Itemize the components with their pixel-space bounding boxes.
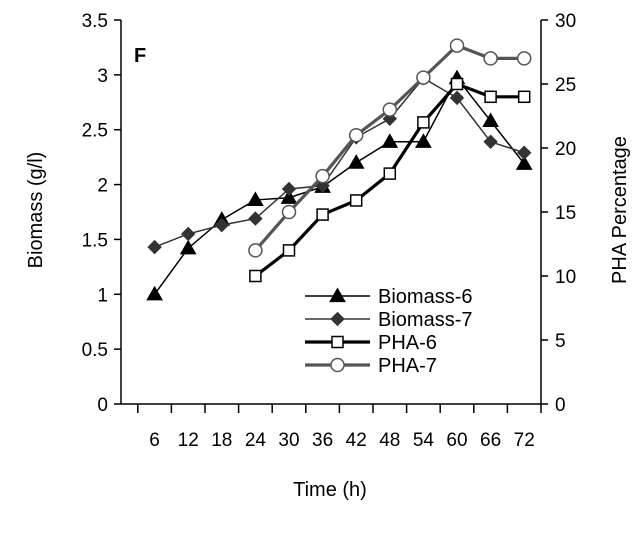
data-point-biomass-6 xyxy=(146,285,163,301)
data-point-biomass-6 xyxy=(347,154,365,169)
x-tick-label: 60 xyxy=(446,430,467,451)
y-right-tick-label: 15 xyxy=(555,203,576,224)
data-point-pha-6 xyxy=(450,77,464,91)
data-point-pha-7 xyxy=(248,243,263,258)
x-tick-label: 66 xyxy=(480,430,501,451)
data-point-biomass-6 xyxy=(247,191,264,207)
y-right-tick-label: 20 xyxy=(555,139,576,160)
data-point-biomass-7 xyxy=(449,90,465,106)
series-pha-7 xyxy=(248,38,532,258)
y-right-tick-label: 10 xyxy=(555,267,576,288)
x-tick-label: 72 xyxy=(514,430,535,451)
series-line-pha-7 xyxy=(254,43,525,252)
data-point-pha-6 xyxy=(316,208,329,221)
x-tick-label: 30 xyxy=(278,430,299,451)
legend-label-pha-7: PHA-7 xyxy=(378,355,437,377)
series-pha-6 xyxy=(249,77,531,283)
x-tick-label: 36 xyxy=(312,430,333,451)
legend-marker-pha-6 xyxy=(331,335,344,349)
panel-label: F xyxy=(134,45,146,67)
data-point-biomass-7 xyxy=(248,211,263,226)
x-tick-label: 42 xyxy=(346,430,367,451)
y-right-tick-label: 0 xyxy=(555,395,566,416)
y-left-tick-label: 1 xyxy=(97,285,108,306)
data-point-pha-6 xyxy=(282,244,296,257)
data-point-biomass-7 xyxy=(483,134,498,149)
data-point-biomass-6 xyxy=(482,112,499,128)
y-left-tick-label: 0 xyxy=(97,395,108,416)
data-point-biomass-7 xyxy=(214,217,230,233)
series-line-biomass-6 xyxy=(153,76,525,295)
x-tick-label: 54 xyxy=(413,430,435,451)
legend-label-biomass-7: Biomass-7 xyxy=(378,309,472,331)
x-tick-label: 6 xyxy=(149,430,160,451)
data-point-pha-6 xyxy=(349,194,363,207)
y-axis-right-title: PHA Percentage xyxy=(609,136,631,284)
series-biomass-6 xyxy=(146,69,533,301)
data-point-pha-7 xyxy=(315,168,330,184)
y-right-tick-label: 25 xyxy=(555,75,576,96)
series-line-biomass-7 xyxy=(154,77,525,248)
y-left-tick-label: 0.5 xyxy=(82,340,108,361)
data-point-pha-7 xyxy=(348,127,364,143)
legend-label-pha-6: PHA-6 xyxy=(378,332,437,354)
data-point-pha-7 xyxy=(449,38,465,53)
x-axis-title: Time (h) xyxy=(293,479,367,501)
data-point-biomass-7 xyxy=(516,145,532,160)
y-left-tick-label: 3.5 xyxy=(82,11,108,32)
data-point-pha-6 xyxy=(383,167,397,180)
legend-marker-biomass-6 xyxy=(329,287,346,303)
data-point-biomass-7 xyxy=(315,178,330,193)
data-point-biomass-7 xyxy=(281,181,297,197)
data-point-pha-6 xyxy=(417,116,430,129)
y-left-tick-label: 2.5 xyxy=(82,121,108,142)
y-right-tick-label: 30 xyxy=(555,11,576,32)
x-tick-label: 12 xyxy=(178,430,199,451)
data-point-biomass-7 xyxy=(147,239,162,255)
y-left-tick-label: 3 xyxy=(97,66,108,87)
x-tick-label: 48 xyxy=(379,430,400,451)
legend-marker-biomass-7 xyxy=(330,311,345,327)
x-tick-label: 18 xyxy=(211,430,232,451)
y-axis-left-title: Biomass (g/l) xyxy=(25,152,47,269)
data-point-pha-6 xyxy=(249,269,262,283)
legend-marker-pha-7 xyxy=(330,357,345,373)
data-point-biomass-7 xyxy=(180,226,196,242)
data-point-pha-7 xyxy=(382,102,398,117)
data-point-pha-7 xyxy=(281,204,297,220)
y-right-tick-label: 5 xyxy=(555,331,566,352)
data-point-biomass-6 xyxy=(381,133,399,148)
data-point-biomass-6 xyxy=(415,133,432,148)
data-point-biomass-6 xyxy=(280,189,298,204)
data-point-pha-6 xyxy=(517,90,531,104)
data-point-pha-6 xyxy=(484,90,497,104)
y-left-tick-label: 1.5 xyxy=(82,230,108,251)
data-point-pha-7 xyxy=(516,51,532,66)
data-point-biomass-6 xyxy=(515,155,533,170)
legend-label-biomass-6: Biomass-6 xyxy=(378,286,472,308)
data-point-pha-7 xyxy=(483,51,498,66)
data-point-pha-7 xyxy=(416,70,431,85)
x-tick-label: 24 xyxy=(245,430,267,451)
data-point-biomass-6 xyxy=(179,239,197,255)
y-left-tick-label: 2 xyxy=(97,176,108,197)
